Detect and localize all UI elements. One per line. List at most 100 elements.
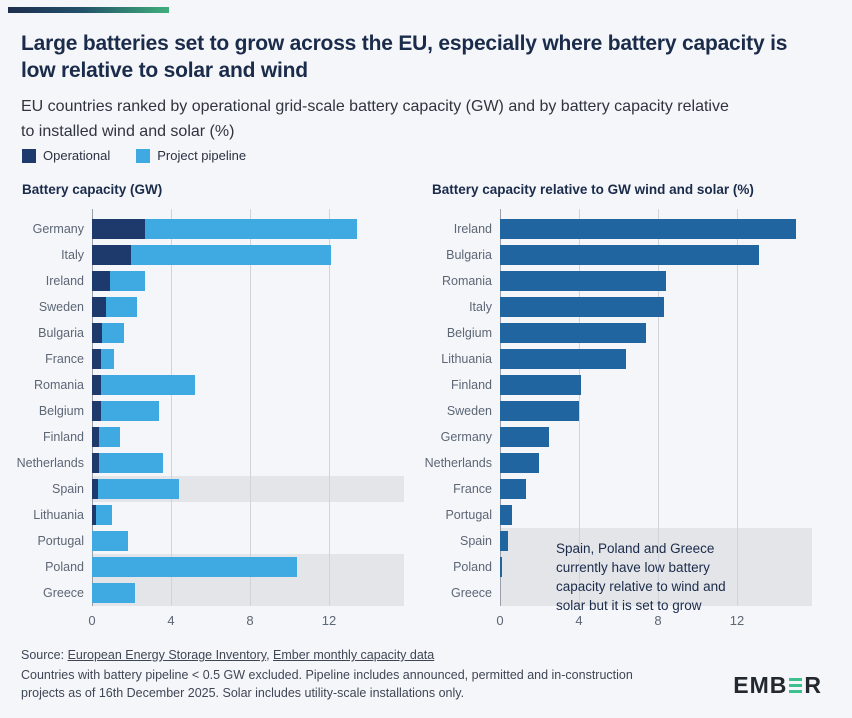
tick-label: 12 (729, 613, 745, 628)
country-label: Germany (32, 222, 84, 236)
tick-label: 0 (88, 613, 96, 628)
footer: Source: European Energy Storage Inventor… (21, 646, 681, 702)
bar-segment-project-pipeline (101, 323, 124, 343)
highlight-band (92, 580, 404, 606)
relative-capacity-chart: Battery capacity relative to GW wind and… (422, 182, 812, 630)
bar-segment-operational (92, 401, 101, 421)
bar-value (500, 505, 512, 525)
country-label: Lithuania (441, 352, 492, 366)
bar-value (500, 323, 647, 343)
bar-rows: Germany Italy Ireland Sweden Bulgaria France R… (14, 216, 404, 606)
source-link-ember-data[interactable]: Ember monthly capacity data (273, 648, 435, 662)
chart-row: Sweden (14, 294, 404, 320)
country-label: France (45, 352, 84, 366)
annotation-spain-poland-greece: Spain, Poland and Greece currently have … (556, 541, 726, 613)
bar-track (500, 320, 812, 346)
chart-row: Germany (14, 216, 404, 242)
bar-segment-project-pipeline (145, 219, 357, 239)
bar-track (500, 242, 812, 268)
country-label: France (453, 482, 492, 496)
bar-segment-project-pipeline (92, 557, 298, 577)
header: Large batteries set to grow across the E… (21, 30, 831, 144)
chart-row: France (14, 346, 404, 372)
country-label: Germany (440, 430, 492, 444)
chart-row: Portugal (422, 502, 812, 528)
chart-row: Greece (14, 580, 404, 606)
chart-row: Romania (14, 372, 404, 398)
country-label: Italy (61, 248, 84, 262)
highlight-band (500, 580, 812, 606)
chart-row: Spain (14, 476, 404, 502)
bar-segment-project-pipeline (100, 375, 195, 395)
tick-label: 8 (246, 613, 254, 628)
bar-segment-project-pipeline (95, 505, 112, 525)
bar-segment-project-pipeline (109, 271, 146, 291)
chart-row: Bulgaria (422, 242, 812, 268)
chart-row: Finland (422, 372, 812, 398)
bar-value (500, 271, 666, 291)
bar-segment-operational (92, 375, 101, 395)
country-label: Ireland (45, 274, 84, 288)
bar-rows: Ireland Bulgaria Romania Italy Belgium Lithua… (422, 216, 812, 606)
chart-row: Ireland (422, 216, 812, 242)
chart-row: Belgium (14, 398, 404, 424)
bar-segment-project-pipeline (97, 479, 179, 499)
bar-segment-project-pipeline (92, 531, 128, 551)
country-label: Lithuania (33, 508, 84, 522)
bar-value (500, 401, 579, 421)
country-label: Portugal (445, 508, 492, 522)
country-label: Spain (52, 482, 84, 496)
bar-track (500, 294, 812, 320)
bar-value (500, 479, 526, 499)
bar-segment-project-pipeline (98, 453, 164, 473)
country-label: Poland (453, 560, 492, 574)
bar-segment-project-pipeline (98, 427, 120, 447)
bar-value (500, 427, 550, 447)
bar-track (500, 216, 812, 242)
chart-row: Poland (422, 554, 812, 580)
country-label: Finland (451, 378, 492, 392)
bar-track (92, 424, 404, 450)
highlight-band (500, 528, 812, 554)
country-label: Netherlands (424, 456, 492, 470)
chart-row: Sweden (422, 398, 812, 424)
bar-track (92, 450, 404, 476)
bar-segment-project-pipeline (92, 583, 136, 603)
country-label: Bulgaria (38, 326, 84, 340)
country-label: Romania (33, 378, 84, 392)
ember-logo: EMB R (733, 672, 822, 699)
country-label: Belgium (38, 404, 84, 418)
bar-track (500, 372, 812, 398)
bar-segment-project-pipeline (100, 349, 114, 369)
logo-e-bars-icon (789, 677, 803, 694)
bar-segment-operational (92, 349, 101, 369)
bar-segment-project-pipeline (100, 401, 160, 421)
bar-value (500, 375, 581, 395)
country-label: Poland (45, 560, 84, 574)
highlight-band (92, 476, 404, 502)
bar-segment-operational (92, 453, 99, 473)
tick-label: 8 (654, 613, 662, 628)
chart-row: Netherlands (14, 450, 404, 476)
legend-item-operational: Operational (22, 148, 110, 163)
bar-track (92, 528, 404, 554)
bar-track (500, 476, 812, 502)
source-link-inventory[interactable]: European Energy Storage Inventory (67, 648, 267, 662)
operational-swatch-icon (22, 148, 36, 163)
tick-label: 4 (167, 613, 175, 628)
bar-track (500, 450, 812, 476)
bar-track (92, 268, 404, 294)
chart-row: Romania (422, 268, 812, 294)
page-subtitle: EU countries ranked by operational grid-… (21, 98, 729, 140)
bar-track (500, 398, 812, 424)
logo-text-right: R (804, 672, 822, 698)
chart-title: Battery capacity relative to GW wind and… (432, 182, 754, 197)
bar-value (500, 453, 540, 473)
bar-value (500, 531, 508, 551)
bar-segment-operational (92, 323, 102, 343)
bar-segment-operational (92, 245, 132, 265)
footer-note: Countries with battery pipeline < 0.5 GW… (21, 668, 633, 700)
chart-row: Italy (422, 294, 812, 320)
battery-capacity-gw-chart: Battery capacity (GW) Germany Italy Irelan… (14, 182, 404, 630)
country-label: Portugal (37, 534, 84, 548)
